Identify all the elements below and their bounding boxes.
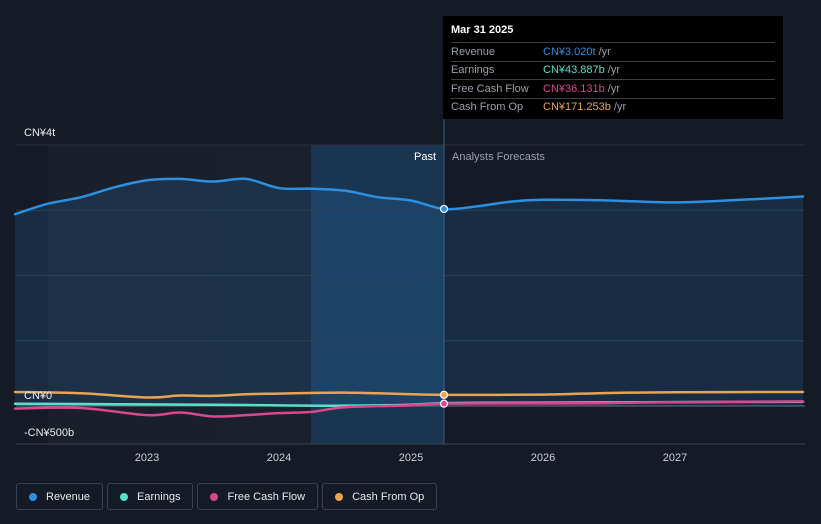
cash-from-op-marker xyxy=(439,390,449,399)
tooltip-unit: /yr xyxy=(607,64,621,77)
legend-label: Free Cash Flow xyxy=(227,490,306,503)
tooltip-label: Earnings xyxy=(451,64,495,77)
revenue-line xyxy=(13,177,805,216)
legend-dot-icon xyxy=(335,492,344,501)
legend-dot-icon xyxy=(29,492,37,501)
y-axis-bottom-label: -CN¥500b xyxy=(24,427,74,439)
legend-label: Cash From Op xyxy=(352,490,425,503)
tooltip-label: Free Cash Flow xyxy=(451,82,529,95)
series-lines xyxy=(13,177,805,418)
legend-dot-icon xyxy=(120,492,129,501)
revenue-area-fill xyxy=(15,178,804,406)
tooltip-label: Revenue xyxy=(451,45,496,58)
tooltip-unit: /yr xyxy=(613,101,627,114)
legend-label: Revenue xyxy=(46,490,91,503)
x-tick-label: 2026 xyxy=(531,452,555,464)
legend-label: Earnings xyxy=(137,490,181,503)
cash-from-op-line xyxy=(13,390,805,399)
tooltip-date: Mar 31 2025 xyxy=(451,24,514,36)
y-axis-top-label: CN¥4t xyxy=(24,127,55,139)
revenue-marker xyxy=(439,204,449,214)
free-cash-flow-line xyxy=(13,400,805,418)
hover-tooltip: Mar 31 2025 Revenue CN¥3.020t /yr Earnin… xyxy=(443,16,783,119)
tooltip-label: Cash From Op xyxy=(451,101,524,114)
x-tick-label: 2024 xyxy=(267,452,291,464)
past-label: Past xyxy=(414,151,436,163)
tooltip-unit: /yr xyxy=(598,45,611,58)
x-tick-label: 2023 xyxy=(135,452,159,464)
free-cash-flow-marker xyxy=(439,399,449,408)
legend-item-revenue[interactable]: Revenue xyxy=(16,483,104,510)
tooltip-unit: /yr xyxy=(607,82,621,95)
legend: Revenue Earnings Free Cash Flow Cash Fro… xyxy=(16,483,438,510)
legend-item-earnings[interactable]: Earnings xyxy=(107,483,194,510)
tooltip-row-cash-from-op: Cash From Op CN¥171.253b /yr xyxy=(451,97,775,117)
y-axis-zero-label: CN¥0 xyxy=(24,390,52,402)
tooltip-row-revenue: Revenue CN¥3.020t /yr xyxy=(451,42,775,61)
tooltip-value: CN¥36.131b xyxy=(543,82,605,95)
tooltip-value: CN¥3.020t xyxy=(543,45,596,58)
x-tick-label: 2027 xyxy=(663,452,687,464)
tooltip-value: CN¥43.887b xyxy=(543,64,605,77)
legend-dot-icon xyxy=(210,492,219,501)
axis-labels: CN¥4t CN¥0 -CN¥500b Past Analysts Forecasts 2… xyxy=(24,127,687,464)
tooltip-value: CN¥171.253b xyxy=(543,101,611,114)
tooltip-row-earnings: Earnings CN¥43.887b /yr xyxy=(451,60,775,80)
legend-item-free-cash-flow[interactable]: Free Cash Flow xyxy=(197,483,319,510)
legend-item-cash-from-op[interactable]: Cash From Op xyxy=(322,483,438,510)
x-tick-label: 2025 xyxy=(399,452,423,464)
series-markers xyxy=(439,204,449,408)
revenue-area xyxy=(15,178,804,406)
tooltip-row-free-cash-flow: Free Cash Flow CN¥36.131b /yr xyxy=(451,79,775,98)
forecast-label: Analysts Forecasts xyxy=(452,151,545,163)
